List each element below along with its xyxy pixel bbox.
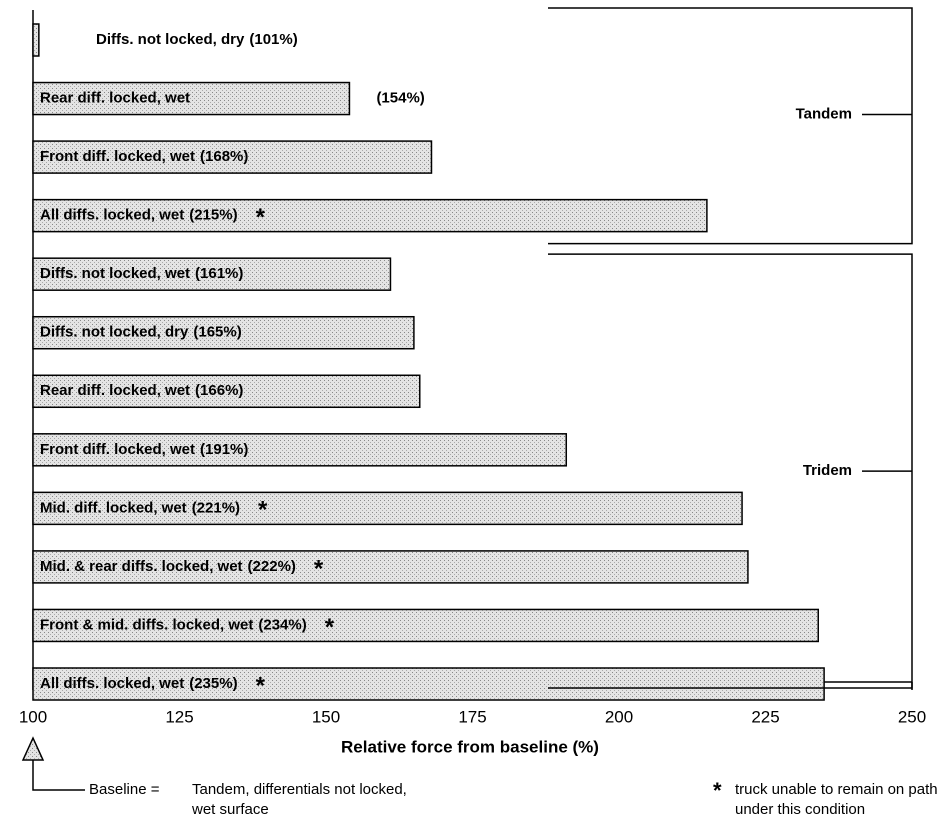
bar [32, 315, 415, 350]
bar-label: Diffs. not locked, dry [96, 31, 245, 48]
bar [32, 608, 819, 643]
asterisk: * [325, 614, 335, 641]
baseline-note: Baseline = [89, 781, 160, 798]
bar [32, 667, 825, 701]
value-label: (191%) [200, 441, 248, 458]
value-label: (168%) [200, 148, 248, 165]
footnote-asterisk: * [713, 778, 722, 803]
value-label: (215%) [189, 207, 237, 224]
x-axis-label: Relative force from baseline (%) [341, 737, 599, 756]
bar-label: Mid. & rear diffs. locked, wet [40, 558, 243, 575]
footnote: under this condition [735, 801, 865, 818]
bar-label: Mid. diff. locked, wet [40, 499, 187, 516]
bar [32, 81, 351, 116]
asterisk: * [258, 497, 268, 524]
bar [32, 198, 708, 233]
x-tick-label: 125 [165, 707, 193, 726]
bar-label: All diffs. locked, wet [40, 675, 184, 692]
bar-label: Front diff. locked, wet [40, 441, 195, 458]
bar [32, 550, 749, 584]
bar-label: All diffs. locked, wet [40, 207, 184, 224]
value-label: (161%) [195, 265, 243, 282]
bar [32, 491, 743, 526]
value-label: (101%) [249, 31, 297, 48]
baseline-note: Tandem, differentials not locked, [192, 781, 407, 798]
bar-label: Front diff. locked, wet [40, 148, 195, 165]
group-label: Tridem [803, 462, 852, 479]
x-tick-label: 175 [458, 707, 486, 726]
bar [32, 257, 392, 291]
value-label: (166%) [195, 382, 243, 399]
x-tick-label: 250 [898, 707, 926, 726]
value-label: (235%) [189, 675, 237, 692]
asterisk: * [256, 204, 266, 231]
baseline-marker [21, 736, 45, 761]
value-label: (234%) [258, 616, 306, 633]
value-label: (154%) [376, 90, 424, 107]
value-label: (165%) [193, 324, 241, 341]
group-bracket [548, 7, 913, 245]
value-label: (222%) [248, 558, 296, 575]
bar-label: Diffs. not locked, wet [40, 265, 190, 282]
bar [32, 374, 421, 409]
baseline-note: wet surface [191, 801, 269, 818]
bar-label: Rear diff. locked, wet [40, 90, 190, 107]
x-tick-label: 200 [605, 707, 633, 726]
baseline-leader [32, 760, 85, 791]
footnote: truck unable to remain on path [735, 781, 938, 798]
x-tick-label: 225 [751, 707, 779, 726]
x-tick-label: 150 [312, 707, 340, 726]
asterisk: * [314, 555, 324, 582]
bar-label: Rear diff. locked, wet [40, 382, 190, 399]
value-label: (221%) [192, 499, 240, 516]
x-tick-label: 100 [19, 707, 47, 726]
asterisk: * [256, 672, 266, 699]
bar [32, 140, 433, 174]
bar-label: Front & mid. diffs. locked, wet [40, 616, 253, 633]
bar [32, 433, 568, 467]
bar [32, 23, 40, 57]
group-label: Tandem [796, 106, 852, 123]
bar-label: Diffs. not locked, dry [40, 324, 189, 341]
